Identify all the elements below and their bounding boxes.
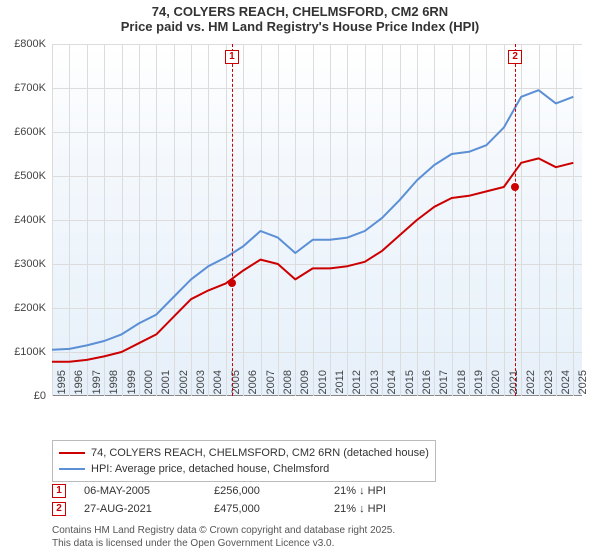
y-axis-label: £800K bbox=[2, 38, 46, 50]
sales-row-1: 1 06-MAY-2005 £256,000 21% ↓ HPI bbox=[52, 482, 454, 500]
sales-row-2: 2 27-AUG-2021 £475,000 21% ↓ HPI bbox=[52, 500, 454, 518]
sale-marker-box-1: 1 bbox=[225, 50, 239, 64]
legend-label-hpi: HPI: Average price, detached house, Chel… bbox=[91, 463, 329, 475]
sale-delta-2: 21% ↓ HPI bbox=[334, 503, 454, 515]
series-line-hpi bbox=[52, 90, 573, 350]
y-axis-label: £100K bbox=[2, 346, 46, 358]
y-axis-label: £600K bbox=[2, 126, 46, 138]
footer-attribution: Contains HM Land Registry data © Crown c… bbox=[52, 524, 395, 550]
y-axis-label: £300K bbox=[2, 258, 46, 270]
sale-date-2: 27-AUG-2021 bbox=[84, 503, 214, 515]
legend: 74, COLYERS REACH, CHELMSFORD, CM2 6RN (… bbox=[52, 440, 436, 482]
series-line-price_paid bbox=[52, 158, 573, 361]
y-axis-label: £400K bbox=[2, 214, 46, 226]
sales-table: 1 06-MAY-2005 £256,000 21% ↓ HPI 2 27-AU… bbox=[52, 482, 454, 518]
footer-line-1: Contains HM Land Registry data © Crown c… bbox=[52, 524, 395, 537]
y-axis-label: £500K bbox=[2, 170, 46, 182]
sale-marker-dot-2 bbox=[511, 183, 519, 191]
sale-marker-box-1: 1 bbox=[52, 484, 66, 498]
sale-price-1: £256,000 bbox=[214, 485, 334, 497]
chart-lines bbox=[52, 44, 582, 396]
sale-date-1: 06-MAY-2005 bbox=[84, 485, 214, 497]
sale-marker-line-1 bbox=[232, 44, 233, 396]
y-axis-label: £0 bbox=[2, 390, 46, 402]
y-axis-label: £700K bbox=[2, 82, 46, 94]
legend-label-price-paid: 74, COLYERS REACH, CHELMSFORD, CM2 6RN (… bbox=[91, 447, 429, 459]
legend-row-price-paid: 74, COLYERS REACH, CHELMSFORD, CM2 6RN (… bbox=[59, 445, 429, 461]
chart-area: £0£100K£200K£300K£400K£500K£600K£700K£80… bbox=[52, 44, 582, 414]
title-line-1: 74, COLYERS REACH, CHELMSFORD, CM2 6RN bbox=[0, 4, 600, 19]
sale-delta-1: 21% ↓ HPI bbox=[334, 485, 454, 497]
sale-marker-box-2: 2 bbox=[52, 502, 66, 516]
legend-row-hpi: HPI: Average price, detached house, Chel… bbox=[59, 461, 429, 477]
title-line-2: Price paid vs. HM Land Registry's House … bbox=[0, 19, 600, 34]
sale-marker-line-2 bbox=[515, 44, 516, 396]
y-axis-label: £200K bbox=[2, 302, 46, 314]
sale-marker-dot-1 bbox=[228, 279, 236, 287]
legend-swatch-hpi bbox=[59, 468, 85, 470]
footer-line-2: This data is licensed under the Open Gov… bbox=[52, 537, 395, 550]
chart-title-block: 74, COLYERS REACH, CHELMSFORD, CM2 6RN P… bbox=[0, 0, 600, 34]
legend-swatch-price-paid bbox=[59, 452, 85, 454]
sale-price-2: £475,000 bbox=[214, 503, 334, 515]
sale-marker-box-2: 2 bbox=[508, 50, 522, 64]
